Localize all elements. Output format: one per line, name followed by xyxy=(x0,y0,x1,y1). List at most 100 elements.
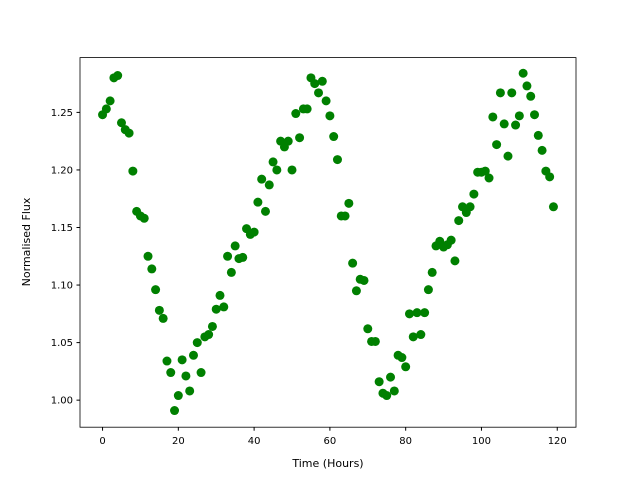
x-axis-label: Time (Hours) xyxy=(291,457,363,470)
data-point xyxy=(166,368,176,378)
data-point xyxy=(511,120,521,130)
data-point xyxy=(514,111,524,121)
data-point xyxy=(469,189,479,199)
data-point xyxy=(147,264,157,274)
data-point xyxy=(162,356,172,366)
data-point xyxy=(124,128,134,138)
data-point xyxy=(484,173,494,183)
data-point xyxy=(329,132,339,142)
data-point xyxy=(321,96,331,106)
data-point xyxy=(374,377,384,387)
data-point xyxy=(370,336,380,346)
data-point xyxy=(204,330,214,340)
data-point xyxy=(185,386,195,396)
data-point xyxy=(128,166,138,176)
x-tick-label: 80 xyxy=(399,436,412,447)
data-point xyxy=(173,391,183,401)
data-point xyxy=(264,180,274,190)
data-point xyxy=(499,119,509,129)
data-point xyxy=(416,330,426,340)
data-point xyxy=(253,197,263,207)
data-point xyxy=(382,391,392,401)
data-point xyxy=(454,216,464,226)
data-point xyxy=(503,151,513,161)
data-point xyxy=(480,166,490,176)
data-point xyxy=(310,79,320,89)
y-tick-label: 1.15 xyxy=(51,223,73,234)
data-point xyxy=(272,165,282,175)
data-point xyxy=(348,258,358,268)
data-point xyxy=(533,130,543,140)
data-point xyxy=(397,353,407,363)
data-point xyxy=(113,71,123,81)
data-point xyxy=(283,136,293,146)
data-point xyxy=(268,157,278,167)
data-point xyxy=(548,202,558,212)
data-point xyxy=(223,251,233,261)
plot-frame xyxy=(79,57,577,428)
x-tick-label: 60 xyxy=(324,436,337,447)
data-point xyxy=(215,290,225,300)
data-point xyxy=(211,304,221,314)
data-point xyxy=(207,321,217,331)
data-point xyxy=(537,145,547,155)
data-point xyxy=(507,88,517,98)
data-point xyxy=(450,256,460,266)
data-point xyxy=(188,350,198,360)
data-point xyxy=(404,309,414,319)
x-tick-label: 0 xyxy=(99,436,105,447)
data-point xyxy=(317,76,327,86)
data-point xyxy=(530,110,540,120)
data-point xyxy=(170,406,180,416)
data-point xyxy=(139,213,149,223)
data-point xyxy=(492,140,502,150)
data-point xyxy=(143,251,153,261)
data-point xyxy=(302,104,312,114)
data-point xyxy=(196,368,206,378)
data-point xyxy=(526,91,536,101)
y-tick-label: 1.00 xyxy=(51,396,73,407)
data-point xyxy=(260,206,270,216)
data-point xyxy=(401,362,411,372)
data-point xyxy=(325,111,335,121)
data-point xyxy=(363,324,373,334)
data-point xyxy=(389,386,399,396)
data-point xyxy=(219,302,229,312)
data-point xyxy=(465,202,475,212)
data-point xyxy=(386,372,396,382)
x-tick-label: 40 xyxy=(248,436,261,447)
data-point xyxy=(151,285,161,295)
data-point xyxy=(287,165,297,175)
x-tick-label: 100 xyxy=(472,436,491,447)
data-point xyxy=(351,286,361,296)
y-tick-label: 1.25 xyxy=(51,108,73,119)
data-point xyxy=(332,155,342,165)
y-tick-label: 1.20 xyxy=(51,165,73,176)
data-point xyxy=(340,211,350,221)
data-point xyxy=(291,109,301,119)
data-point xyxy=(158,313,168,323)
data-point xyxy=(177,355,187,365)
data-point xyxy=(105,96,115,106)
data-point xyxy=(192,338,202,348)
data-point xyxy=(412,308,422,318)
data-point xyxy=(545,172,555,182)
data-point xyxy=(116,118,126,128)
data-point xyxy=(154,305,164,315)
data-point xyxy=(408,332,418,342)
data-point xyxy=(446,235,456,245)
data-point xyxy=(314,88,324,98)
data-point xyxy=(488,112,498,122)
data-point xyxy=(101,104,111,114)
y-tick-label: 1.10 xyxy=(51,281,73,292)
data-point xyxy=(181,371,191,381)
data-point xyxy=(257,174,267,184)
data-point xyxy=(423,285,433,295)
data-point xyxy=(495,88,505,98)
x-tick-label: 120 xyxy=(548,436,567,447)
data-point xyxy=(518,68,528,78)
data-point xyxy=(344,198,354,208)
y-tick-label: 1.05 xyxy=(51,338,73,349)
